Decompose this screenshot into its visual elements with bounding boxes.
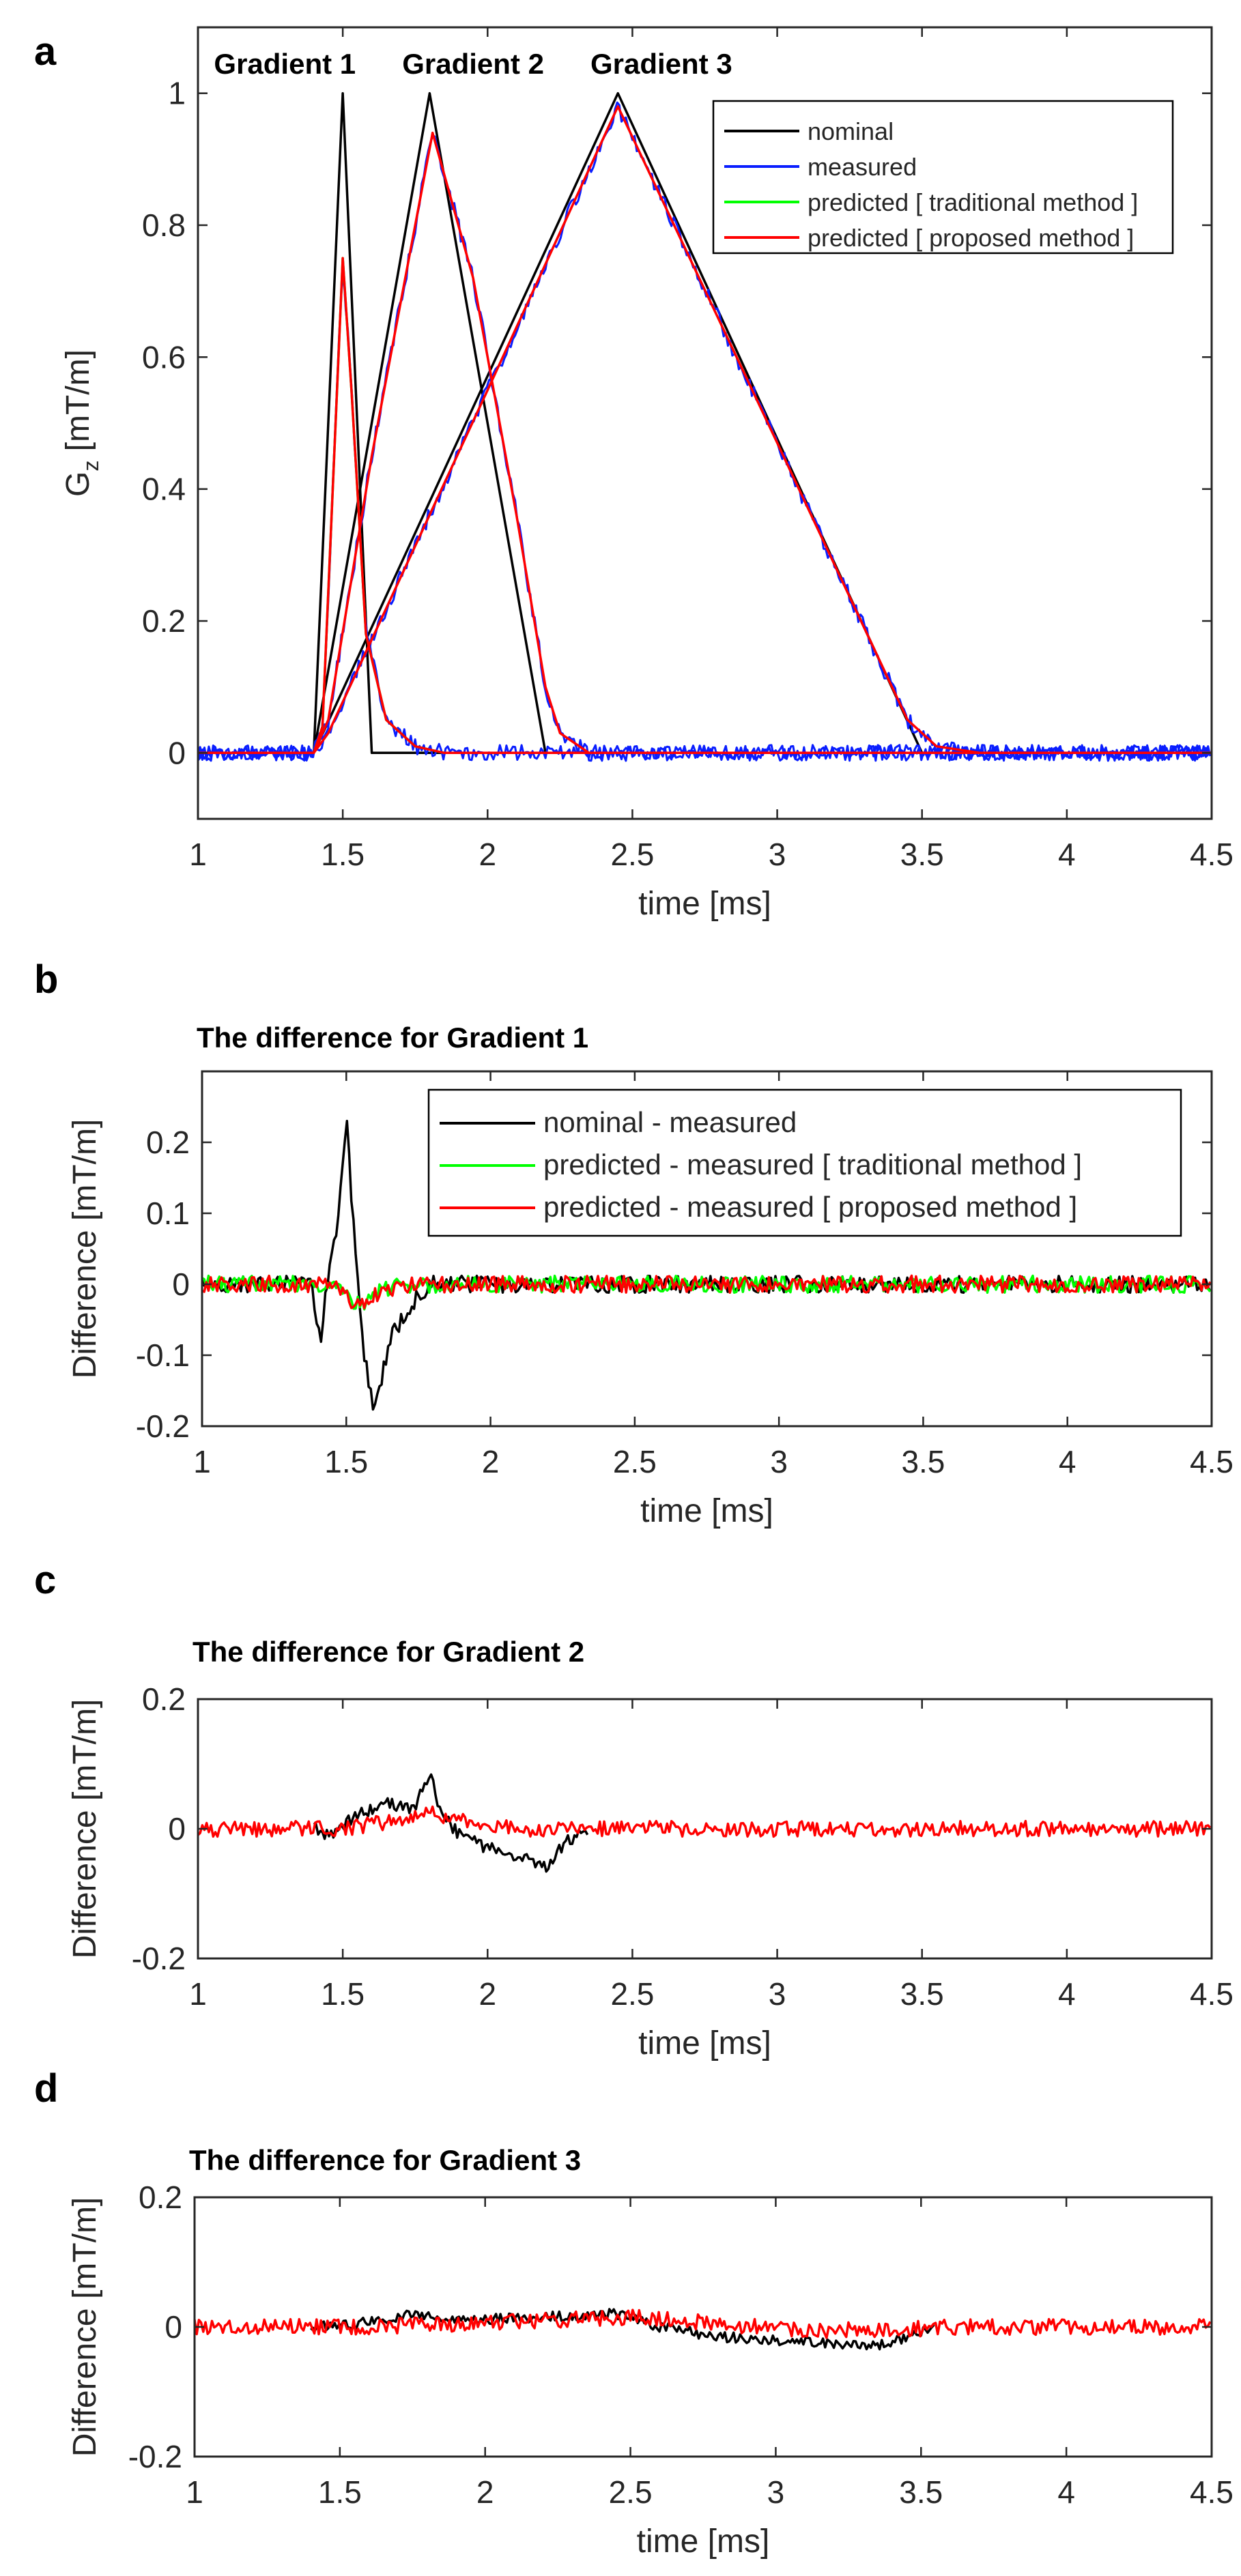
x-tick-label: 4 — [1057, 2474, 1075, 2510]
chart-title: The difference for Gradient 3 — [189, 2144, 581, 2176]
x-tick-label: 1.5 — [321, 1976, 365, 2012]
legend-box — [712, 100, 1174, 255]
legend-label-nominal: nominal — [808, 117, 894, 145]
x-tick-label: 2.5 — [613, 1444, 657, 1479]
x-tick-label: 1 — [193, 1444, 211, 1479]
panel-a: a 1 1.5 2 2.5 3 3.5 4 4.5 0 0.2 0.4 0.6 0.8 1 time [ms]… — [34, 26, 1233, 922]
series-line-proposed-0 — [195, 2309, 1212, 2339]
x-tick-label: 3 — [769, 1976, 786, 2012]
x-tick-label: 1 — [189, 1976, 207, 2012]
legend-label-proposed: predicted [ proposed method ] — [808, 224, 1134, 252]
series-group — [195, 2308, 1212, 2351]
chart-title: The difference for Gradient 2 — [192, 1636, 584, 1668]
series-line-proposed-0 — [202, 1274, 1212, 1309]
legend-label-traditional: predicted - measured [ traditional metho… — [543, 1148, 1082, 1181]
y-tick-label: 0.8 — [142, 207, 186, 243]
x-tick-label: 1 — [186, 2474, 203, 2510]
y-tick-label: 0.4 — [142, 472, 186, 507]
legend-label-measured: measured — [808, 153, 917, 181]
gradient-annotation: Gradient 2 — [402, 48, 544, 80]
x-tick-label: 4.5 — [1190, 2474, 1233, 2510]
y-axis-label: Difference [mT/m] — [67, 2197, 103, 2457]
y-tick-label: 0.2 — [142, 603, 186, 639]
legend: nominal - measured predicted - measured [… — [427, 1088, 1182, 1237]
panels: a 1 1.5 2 2.5 3 3.5 4 4.5 0 0.2 0.4 0.6 0.8 1 time [ms]… — [34, 26, 1233, 2560]
series-line-proposed-0 — [198, 1805, 1212, 1838]
chart-title: The difference for Gradient 1 — [197, 1022, 588, 1054]
x-tick-label: 3.5 — [900, 1976, 944, 2012]
series-group — [198, 91, 1212, 762]
x-tick-label: 2 — [479, 1976, 496, 2012]
y-axis-label: Difference [mT/m] — [67, 1119, 103, 1379]
y-axis-label: Difference [mT/m] — [67, 1699, 103, 1959]
y-tick-label: 0 — [172, 1267, 190, 1302]
panel-letter-a: a — [34, 29, 57, 74]
legend-label-nominal: nominal - measured — [543, 1106, 797, 1138]
gradient-annotation: Gradient 1 — [214, 48, 356, 80]
panel-c: c The difference for Gradient 2 1 1.5 2 2.5 3 3… — [34, 1558, 1233, 2061]
y-tick-label: 0.1 — [146, 1196, 190, 1231]
x-tick-label: 4 — [1058, 1976, 1076, 2012]
legend-label-traditional: predicted [ traditional method ] — [808, 188, 1138, 216]
series-line-proposed-1 — [198, 131, 1212, 755]
y-tick-label: -0.2 — [128, 2439, 182, 2474]
x-tick-label: 2 — [482, 1444, 500, 1479]
series-line-proposed-0 — [198, 257, 1212, 755]
x-tick-label: 4.5 — [1190, 1976, 1233, 2012]
y-tick-label: -0.2 — [136, 1408, 190, 1444]
x-tick-label: 1.5 — [324, 1444, 368, 1479]
panel-d: d The difference for Gradient 3 1 1.5 2 2.5 3 3… — [34, 2066, 1233, 2560]
x-tick-label: 3 — [767, 2474, 785, 2510]
x-tick-label: 2.5 — [610, 837, 654, 872]
x-tick-label: 2.5 — [610, 1976, 654, 2012]
x-tick-label: 1 — [189, 837, 207, 872]
x-tick-label: 3 — [770, 1444, 788, 1479]
x-tick-label: 4.5 — [1190, 1444, 1233, 1479]
x-tick-label: 4 — [1058, 837, 1076, 872]
x-tick-label: 2 — [476, 2474, 494, 2510]
x-axis-label: time [ms] — [640, 1493, 773, 1529]
series-line-proposed-2 — [198, 105, 1212, 755]
x-tick-label: 1.5 — [321, 837, 365, 872]
y-tick-label: 1 — [168, 76, 186, 111]
x-tick-label: 3.5 — [901, 1444, 945, 1479]
y-tick-label: -0.2 — [132, 1941, 186, 1976]
y-tick-label: 0 — [168, 735, 186, 770]
y-axis-label: Gz [mT/m] — [60, 349, 103, 497]
panel-letter-b: b — [34, 957, 58, 1002]
y-tick-label: -0.1 — [136, 1337, 190, 1373]
y-tick-label: 0 — [168, 1811, 186, 1847]
x-tick-label: 4.5 — [1190, 837, 1233, 872]
gradient-annotation: Gradient 3 — [590, 48, 732, 80]
x-tick-label: 1.5 — [318, 2474, 362, 2510]
x-tick-label: 3.5 — [900, 837, 944, 872]
y-tick-label: 0.2 — [139, 2180, 182, 2215]
x-tick-label: 2 — [479, 837, 496, 872]
y-tick-label: 0 — [165, 2309, 182, 2345]
panel-b: b The difference for Gradient 1 1 1.5 2 2.5 3 3… — [34, 957, 1233, 1529]
x-axis-label: time [ms] — [638, 886, 771, 922]
x-axis-label: time [ms] — [638, 2025, 771, 2061]
axes-box — [197, 26, 1213, 820]
y-tick-label: 0.6 — [142, 339, 186, 375]
x-tick-label: 4 — [1059, 1444, 1076, 1479]
legend-label-proposed: predicted - measured [ proposed method ] — [543, 1191, 1077, 1223]
series-group — [198, 1773, 1212, 1873]
legend: nominal measured predicted [ traditional m… — [712, 100, 1174, 255]
x-tick-label: 2.5 — [609, 2474, 653, 2510]
y-tick-label: 0.2 — [142, 1681, 186, 1717]
series-group — [202, 1120, 1212, 1411]
x-tick-label: 3 — [769, 837, 786, 872]
panel-letter-c: c — [34, 1558, 56, 1602]
x-axis-label: time [ms] — [637, 2523, 770, 2560]
x-tick-label: 3.5 — [899, 2474, 943, 2510]
panel-letter-d: d — [34, 2066, 58, 2111]
y-tick-label: 0.2 — [146, 1125, 190, 1160]
axes-box — [201, 1070, 1213, 1428]
series-line-nominal-0 — [310, 2308, 935, 2351]
legend-box — [427, 1088, 1182, 1237]
series-line-nominal-0 — [313, 1773, 589, 1873]
